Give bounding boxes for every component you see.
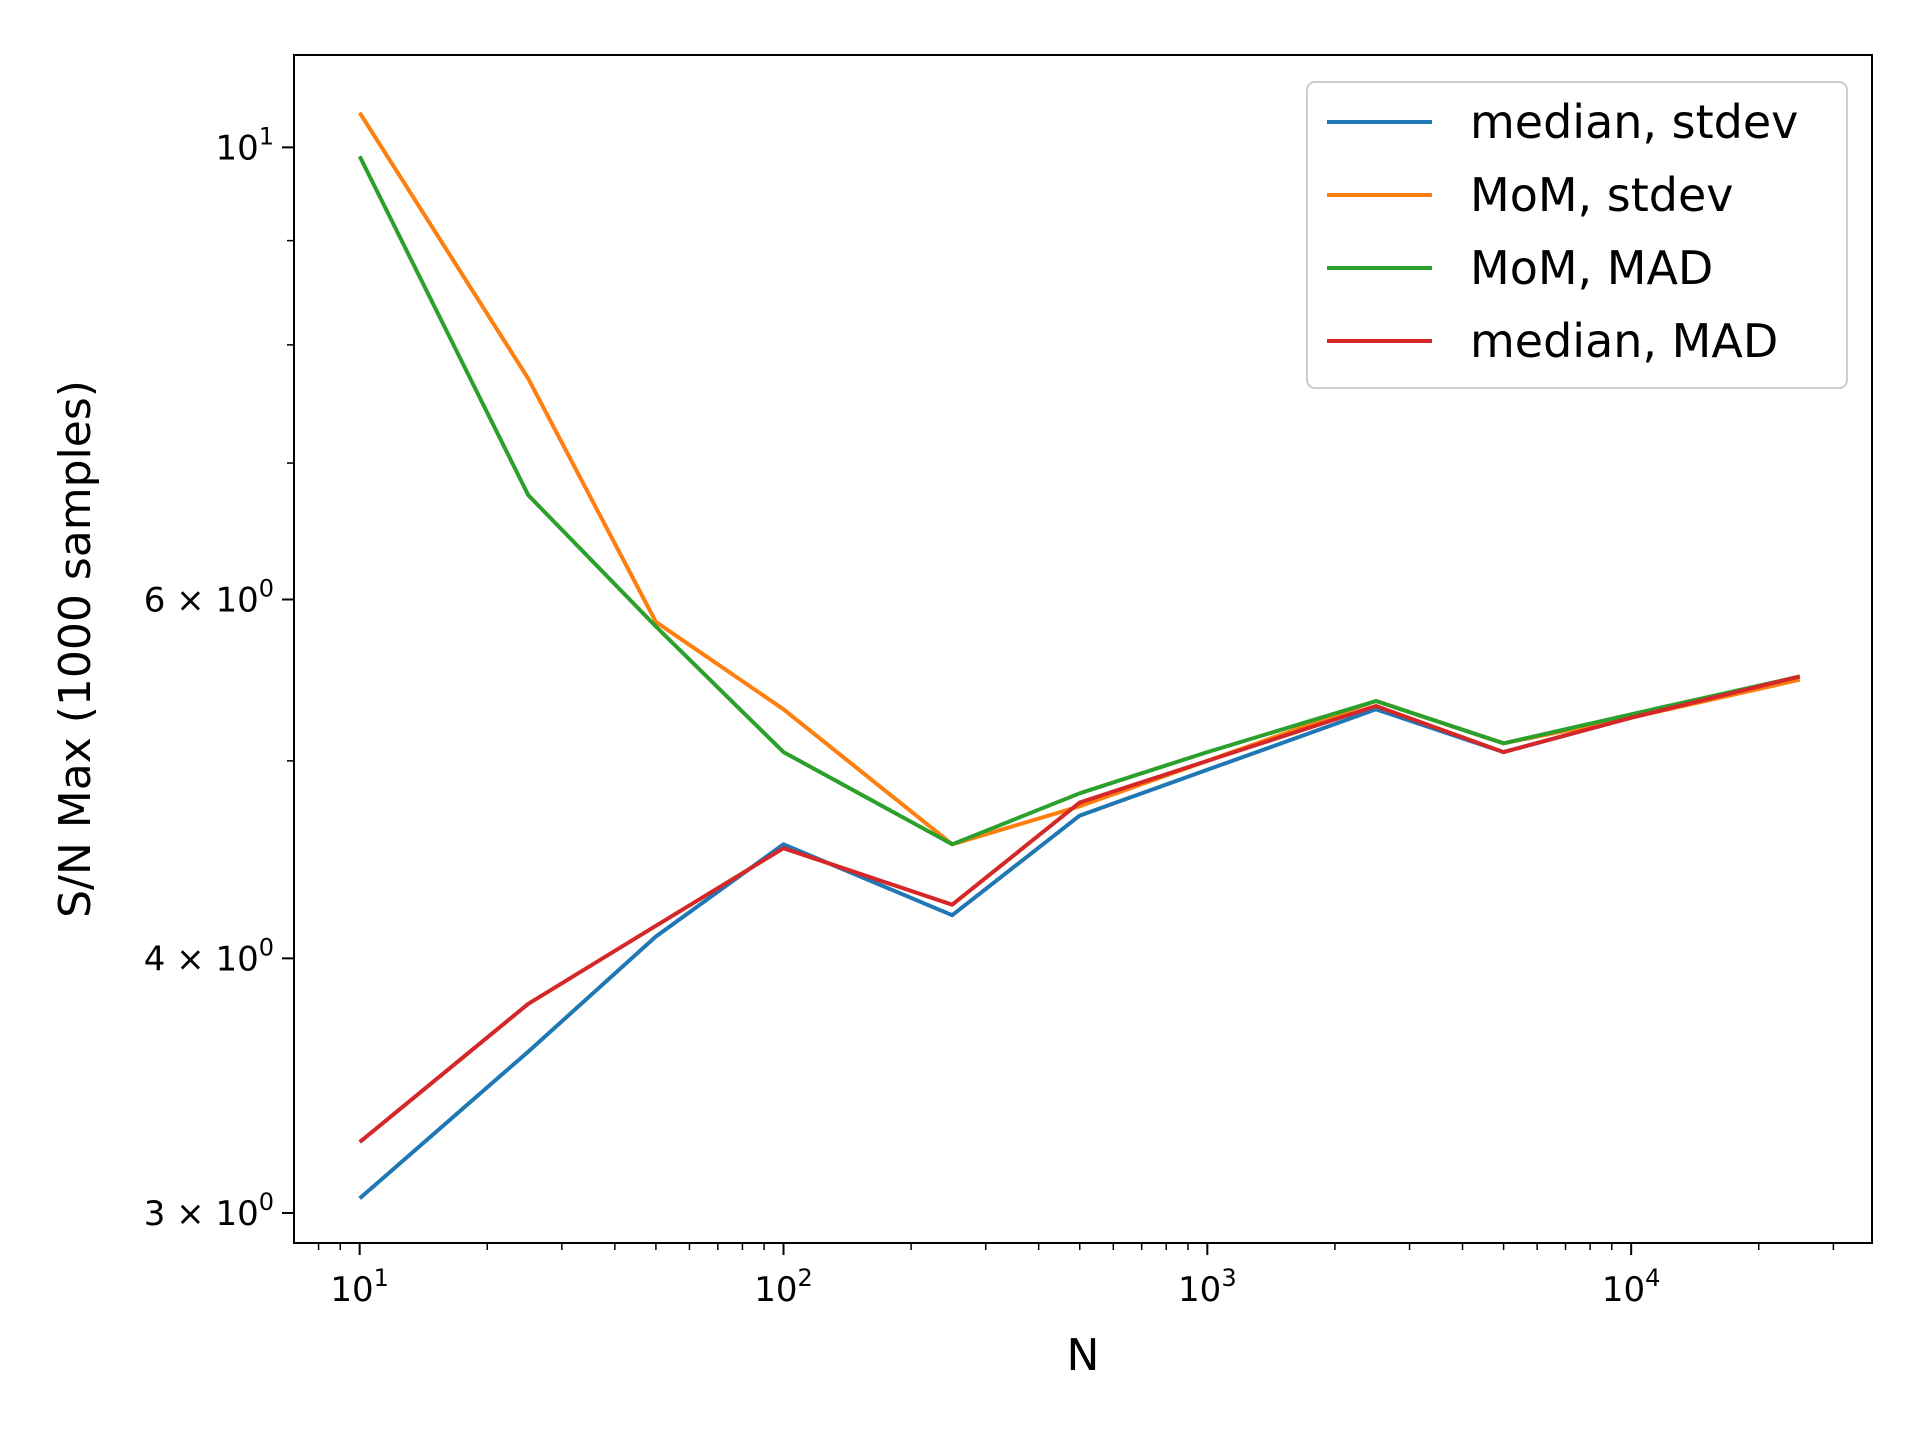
- x-tick-label: 101: [330, 1264, 389, 1310]
- x-tick-label: 104: [1602, 1264, 1661, 1310]
- legend: median, stdev MoM, stdev MoM, MAD median, M…: [1306, 81, 1848, 389]
- legend-label: median, stdev: [1470, 95, 1798, 149]
- series-line-4: [358, 674, 1801, 1144]
- y-axis-label: S/N Max (1000 samples): [50, 380, 101, 918]
- y-axis-ticks: 101 6 × 100 4 × 100 3 × 100: [144, 122, 294, 1234]
- series-line-3: [357, 155, 1801, 847]
- legend-label: median, MAD: [1470, 314, 1778, 368]
- y-tick-label: 101: [215, 122, 274, 168]
- x-axis-label: N: [1067, 1330, 1100, 1381]
- plot-frame: [293, 54, 1873, 1244]
- y-tick-label: 6 × 100: [144, 574, 274, 620]
- x-axis-ticks: 101 102 103 104: [317, 1243, 1835, 1310]
- x-tick-label: 102: [754, 1264, 813, 1310]
- y-tick-label: 3 × 100: [144, 1188, 274, 1234]
- x-tick-label: 103: [1178, 1264, 1237, 1310]
- y-tick-label: 4 × 100: [144, 933, 274, 979]
- legend-label: MoM, MAD: [1470, 241, 1713, 295]
- legend-label: MoM, stdev: [1470, 168, 1734, 222]
- legend-box: [1306, 81, 1848, 389]
- series-layer: [357, 111, 1801, 1200]
